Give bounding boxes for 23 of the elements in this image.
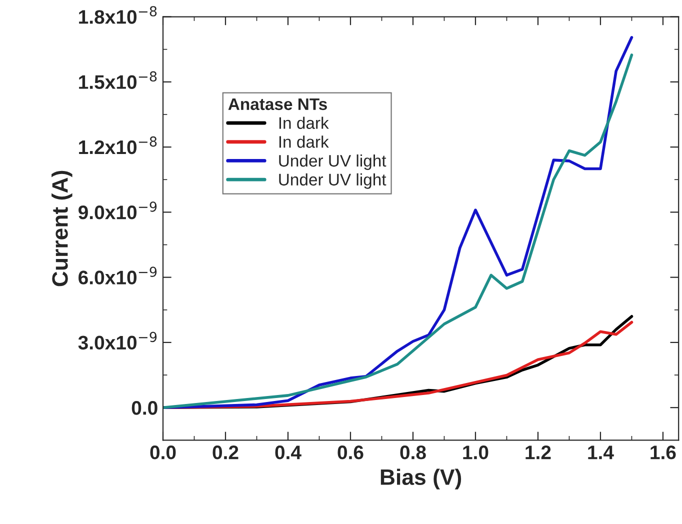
y-tick-label: 9.0x10$^{−9}$	[78, 202, 157, 220]
x-tick-label: 1.6	[650, 446, 676, 460]
legend-label: Under UV light	[279, 154, 386, 170]
y-tick-label: 1.5x10$^{−8}$	[79, 71, 157, 89]
legend-label: In dark	[279, 136, 329, 148]
y-axis-title: Current (A)	[52, 170, 72, 286]
x-tick-label: 0.0	[150, 446, 176, 460]
y-tick-label: 6.0x10$^{−9}$	[78, 266, 157, 284]
x-axis-title: Bias (V)	[380, 468, 462, 490]
x-tick-label: 1.4	[588, 446, 614, 460]
x-tick-label: 0.8	[400, 446, 426, 460]
x-tick-label: 0.6	[338, 446, 364, 460]
x-tick-label: 0.4	[275, 446, 302, 460]
legend-label: In dark	[279, 116, 329, 129]
y-tick-label: 3.0x10$^{−9}$	[78, 332, 157, 350]
x-tick-label: 0.2	[212, 446, 238, 460]
y-tick-label: 1.2x10$^{−8}$	[79, 136, 157, 154]
legend-title: Anatase NTs	[228, 98, 327, 110]
y-tick-label: 0.0	[132, 401, 158, 415]
y-tick-label: 1.8x10$^{−8}$	[79, 6, 157, 24]
x-tick-label: 1.2	[526, 446, 551, 460]
legend-label: Under UV light	[279, 173, 386, 189]
x-tick-label: 1.0	[463, 446, 488, 460]
